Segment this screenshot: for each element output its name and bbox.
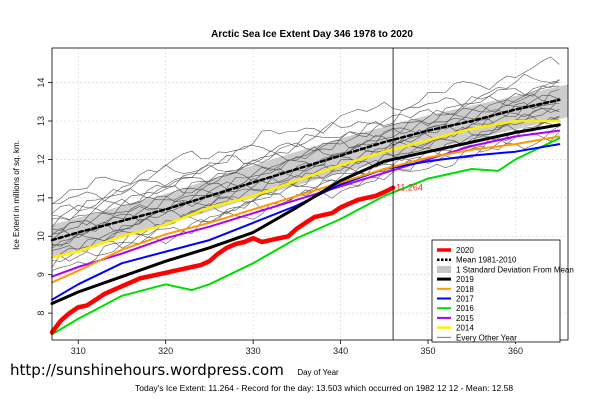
series-line-2018: [51, 135, 561, 284]
x-tick-label-350: 350: [421, 346, 436, 356]
other-year-line-17: [51, 125, 560, 271]
other-year-line-10: [51, 97, 560, 246]
legend-label-2020: 2020: [456, 246, 474, 255]
series-line-2015: [51, 129, 561, 278]
other-year-line-4: [51, 85, 560, 228]
other-year-line-1: [51, 73, 560, 204]
plot-frame: [51, 47, 569, 341]
legend-label-2016: 2016: [456, 304, 474, 313]
series-line-2014: [50, 119, 561, 259]
x-axis-label: Day of Year: [297, 368, 339, 377]
legend-label-mean-1981-2010: Mean 1981-2010: [456, 256, 517, 265]
other-year-line-15: [51, 121, 560, 268]
legend-label-every-other-year: Every Other Year: [456, 333, 517, 342]
legend-label-2014: 2014: [456, 324, 474, 333]
other-year-line-13: [51, 117, 560, 252]
y-axis-label: Ice Extent in millions of sq. km.: [12, 140, 21, 250]
series-line-mean-1981-2010: [50, 98, 561, 242]
x-tick-label-330: 330: [246, 346, 261, 356]
x-tick-label-310: 310: [71, 346, 86, 356]
chart-title: Arctic Sea Ice Extent Day 346 1978 to 20…: [211, 29, 413, 40]
current-value-annotation: 11.264: [396, 183, 423, 193]
other-year-line-8: [51, 102, 560, 241]
legend-label-2018: 2018: [456, 285, 474, 294]
x-tick-label-320: 320: [158, 346, 173, 356]
other-year-line-12: [51, 113, 560, 247]
series-line-2017: [51, 143, 561, 301]
other-year-line-6: [51, 89, 560, 231]
y-tick-label-10: 10: [36, 231, 46, 241]
y-tick-label-9: 9: [36, 272, 46, 277]
y-tick-label-13: 13: [36, 116, 46, 126]
legend-label-2017: 2017: [456, 295, 474, 304]
legend-label-2019: 2019: [456, 275, 474, 284]
series-line-2020: [49, 185, 396, 335]
y-tick-label-14: 14: [36, 78, 46, 88]
legend-box: [431, 239, 561, 343]
other-year-line-2: [51, 81, 560, 214]
stats-footer: Today's Ice Extent: 11.264 - Record for …: [135, 383, 514, 393]
y-tick-label-12: 12: [36, 154, 46, 164]
legend-label-1-standard-deviation-from-mean: 1 Standard Deviation From Mean: [456, 265, 574, 274]
x-axis-ticks: 310 320 330 340 350 360: [71, 340, 523, 356]
x-tick-label-340: 340: [333, 346, 348, 356]
x-tick-label-360: 360: [508, 346, 523, 356]
series-line-2016: [51, 137, 561, 336]
other-year-line-0: [51, 56, 560, 205]
legend-label-2015: 2015: [456, 314, 474, 323]
other-year-line-7: [51, 95, 560, 235]
y-axis-ticks: 8 9 10 11 12 13 14: [36, 78, 52, 316]
y-tick-label-8: 8: [36, 311, 46, 316]
other-year-line-3: [51, 78, 560, 221]
y-tick-label-11: 11: [36, 193, 46, 202]
other-year-line-5: [51, 93, 560, 220]
legend-swatch-1-standard-deviation-from-mean: [437, 265, 451, 273]
series-line-2019: [50, 123, 561, 305]
watermark-url: http://sunshinehours.wordpress.com: [10, 361, 284, 379]
highlighted-series: [49, 98, 561, 336]
